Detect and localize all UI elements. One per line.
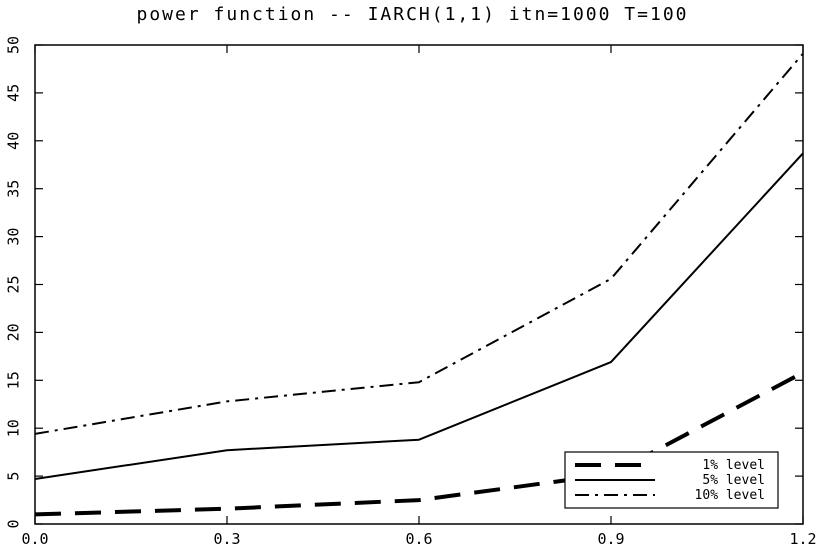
- y-tick-label: 0: [5, 519, 23, 528]
- y-tick-label: 35: [5, 180, 23, 198]
- y-tick-label: 50: [5, 36, 23, 54]
- x-tick-label: 1.2: [789, 530, 816, 548]
- y-tick-label: 45: [5, 84, 23, 102]
- legend-label-1: 1% level: [702, 458, 765, 473]
- y-tick-label: 20: [5, 323, 23, 341]
- x-tick-label: 0.9: [597, 530, 624, 548]
- x-tick-label: 0.0: [21, 530, 48, 548]
- y-tick-label: 15: [5, 371, 23, 389]
- x-tick-label: 0.3: [213, 530, 240, 548]
- series-line-1: [34, 370, 804, 517]
- series-line-3: [34, 52, 804, 435]
- y-tick-label: 40: [5, 132, 23, 150]
- y-tick-label: 25: [5, 275, 23, 293]
- chart-title: power function -- IARCH(1,1) itn=1000 T=…: [136, 4, 689, 25]
- series-line-2: [34, 152, 804, 480]
- legend-label-3: 10% level: [695, 488, 765, 503]
- y-tick-label: 30: [5, 228, 23, 246]
- y-tick-label: 10: [5, 419, 23, 437]
- y-tick-label: 5: [5, 472, 23, 481]
- x-tick-label: 0.6: [405, 530, 432, 548]
- legend-label-2: 5% level: [702, 473, 765, 488]
